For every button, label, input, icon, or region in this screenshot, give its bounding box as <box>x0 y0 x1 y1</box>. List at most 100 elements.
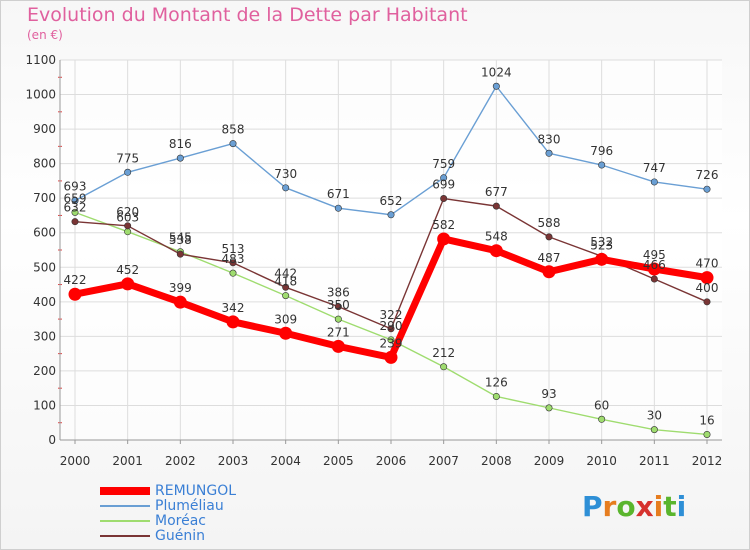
data-point <box>124 168 132 176</box>
y-tick-label: 700 <box>33 191 56 205</box>
data-point <box>650 275 658 283</box>
data-point <box>334 204 342 212</box>
data-point <box>598 161 606 169</box>
data-label: 671 <box>327 187 350 201</box>
legend-label: Moréac <box>155 513 206 529</box>
x-tick-label: 2001 <box>112 454 143 468</box>
data-label: 322 <box>380 308 403 322</box>
data-point <box>334 315 342 323</box>
x-tick-label: 2009 <box>534 454 565 468</box>
data-label: 545 <box>169 231 192 245</box>
data-point <box>229 259 237 267</box>
chart-title: Evolution du Montant de la Dette par Hab… <box>27 4 468 26</box>
logo-letter: t <box>663 490 677 523</box>
data-label: 452 <box>116 263 139 277</box>
data-label: 513 <box>222 242 245 256</box>
legend-swatch <box>100 505 150 507</box>
x-tick-label: 2003 <box>218 454 249 468</box>
x-tick-label: 2006 <box>376 454 407 468</box>
data-point <box>173 295 187 309</box>
y-tick-label: 900 <box>33 122 56 136</box>
x-tick-label: 2008 <box>481 454 512 468</box>
data-point <box>282 283 290 291</box>
data-label: 588 <box>538 216 561 230</box>
data-label: 60 <box>594 398 609 412</box>
x-tick-label: 2000 <box>60 454 91 468</box>
logo-letter: i <box>653 490 664 523</box>
data-label: 239 <box>380 336 403 350</box>
data-label: 495 <box>643 248 666 262</box>
data-point <box>71 218 79 226</box>
data-point <box>492 82 500 90</box>
y-tick-label: 600 <box>33 226 56 240</box>
logo-letter: x <box>635 490 654 523</box>
chart-legend: REMUNGOL Pluméliau Moréac Guénin <box>100 484 236 544</box>
data-point <box>279 326 293 340</box>
data-label: 470 <box>696 257 719 271</box>
x-tick-label: 2012 <box>692 454 723 468</box>
data-label: 693 <box>64 180 87 194</box>
data-point <box>440 195 448 203</box>
logo-letter: i <box>676 490 687 523</box>
data-label: 442 <box>274 266 297 280</box>
y-tick-label: 1100 <box>25 53 56 67</box>
data-point <box>121 277 135 291</box>
x-tick-label: 2004 <box>270 454 301 468</box>
data-label: 466 <box>643 258 666 272</box>
data-point <box>437 232 451 246</box>
data-point <box>387 211 395 219</box>
data-point <box>440 363 448 371</box>
legend-swatch <box>100 535 150 537</box>
data-point <box>492 392 500 400</box>
proxiti-logo: Proxiti <box>582 490 686 523</box>
data-point <box>650 178 658 186</box>
x-tick-label: 2002 <box>165 454 196 468</box>
data-point <box>124 228 132 236</box>
data-label: 652 <box>380 194 403 208</box>
data-label: 659 <box>64 191 87 205</box>
data-label: 422 <box>64 273 87 287</box>
x-tick-label: 2005 <box>323 454 354 468</box>
data-point <box>598 415 606 423</box>
data-point <box>650 426 658 434</box>
data-point <box>71 208 79 216</box>
data-point <box>331 339 345 353</box>
x-tick-label: 2010 <box>586 454 617 468</box>
data-label: 30 <box>647 409 662 423</box>
data-point <box>229 269 237 277</box>
data-point <box>282 292 290 300</box>
data-label: 582 <box>432 218 455 232</box>
data-point <box>595 252 609 266</box>
data-label: 418 <box>274 275 297 289</box>
data-point <box>334 303 342 311</box>
x-tick-label: 2011 <box>639 454 670 468</box>
data-label: 858 <box>222 123 245 137</box>
data-label: 1024 <box>481 65 512 79</box>
data-point <box>647 262 661 276</box>
data-label: 726 <box>696 168 719 182</box>
data-label: 620 <box>116 205 139 219</box>
data-label: 309 <box>274 312 297 326</box>
legend-label: Guénin <box>155 528 205 544</box>
data-point <box>703 185 711 193</box>
data-label: 747 <box>643 161 666 175</box>
data-label: 523 <box>590 238 613 252</box>
legend-label: Pluméliau <box>155 498 224 514</box>
data-label: 699 <box>432 178 455 192</box>
legend-item-pluméliau: Pluméliau <box>100 499 236 514</box>
data-label: 796 <box>590 144 613 158</box>
data-point <box>387 325 395 333</box>
data-point <box>545 233 553 241</box>
data-label: 400 <box>696 281 719 295</box>
y-tick-label: 200 <box>33 364 56 378</box>
data-point <box>71 197 79 205</box>
y-tick-label: 800 <box>33 157 56 171</box>
data-label: 603 <box>116 211 139 225</box>
chart-unit: (en €) <box>27 28 63 42</box>
legend-label: REMUNGOL <box>155 483 237 499</box>
data-label: 538 <box>169 233 192 247</box>
legend-item-guénin: Guénin <box>100 529 236 544</box>
y-tick-label: 0 <box>48 433 56 447</box>
data-label: 487 <box>538 251 561 265</box>
